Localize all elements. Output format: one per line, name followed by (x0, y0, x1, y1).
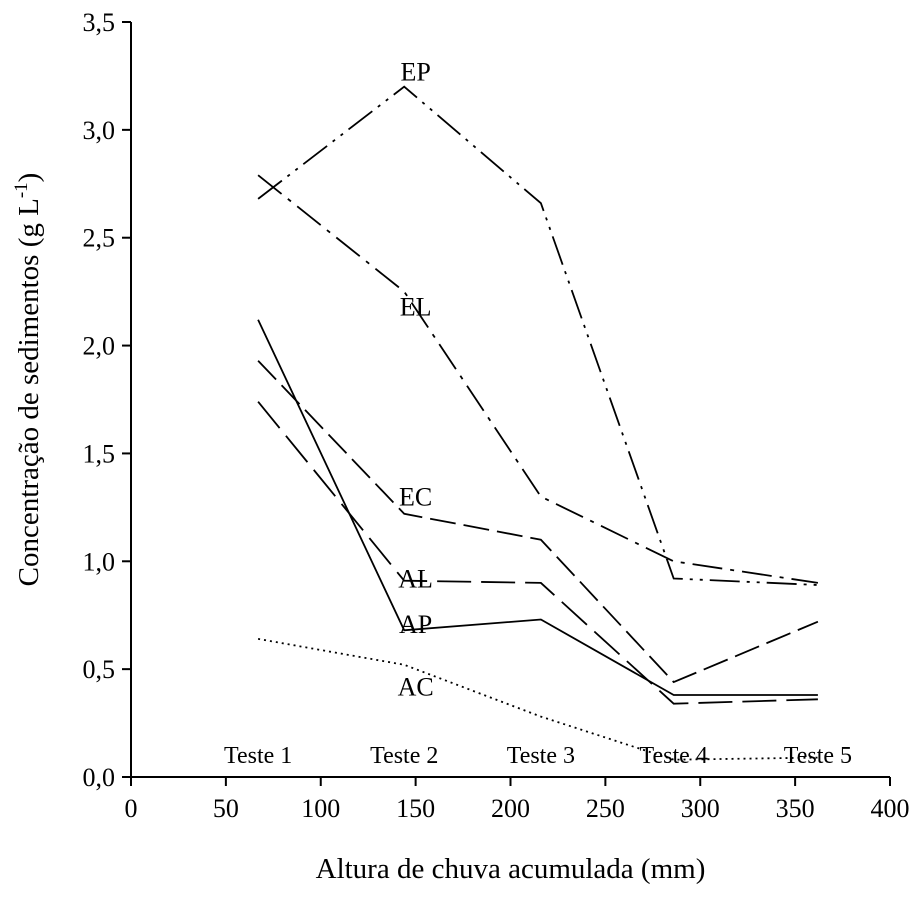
y-tick-label: 1,5 (83, 439, 116, 468)
test-labels: Teste 1 Teste 2 Teste 3 Teste 4 Teste 5 (224, 743, 852, 769)
y-tick-label: 1,0 (83, 547, 116, 576)
series-label-ac: AC (398, 672, 434, 701)
x-axis-title: Altura de chuva acumulada (mm) (316, 853, 706, 885)
test-label: Teste 1 (224, 743, 292, 769)
x-tick-label: 300 (681, 794, 720, 823)
x-tick-label: 150 (396, 794, 435, 823)
series-lines (257, 85, 819, 761)
series-label-el: EL (400, 293, 432, 322)
x-tick-label: 350 (776, 794, 815, 823)
y-axis-title-exponent: -1 (11, 182, 32, 198)
series-label-ap: AP (399, 610, 432, 639)
axes (130, 22, 890, 778)
series-labels: EP EL EC AL AP AC (398, 58, 434, 702)
x-tick-label: 0 (125, 794, 138, 823)
test-label: Teste 4 (640, 743, 708, 769)
x-tick-label: 250 (586, 794, 625, 823)
y-tick-label: 2,0 (83, 332, 116, 361)
x-tick-label: 400 (871, 794, 910, 823)
series-line-ac (257, 638, 818, 761)
test-label: Teste 3 (507, 743, 575, 769)
series-line-ap (257, 319, 818, 696)
test-label: Teste 2 (370, 743, 438, 769)
x-tick-label: 100 (301, 794, 340, 823)
y-axis-title: Concentração de sedimentos (g L-1) (11, 173, 45, 587)
x-tick-label: 50 (213, 794, 239, 823)
y-tick-label: 2,5 (83, 224, 116, 253)
series-label-ec: EC (399, 483, 432, 512)
series-label-ep: EP (400, 58, 430, 87)
x-tick-label: 200 (491, 794, 530, 823)
y-tick-label: 0,5 (83, 655, 116, 684)
series-line-ec (257, 360, 819, 684)
series-line-el (257, 174, 819, 584)
series-line-ep (257, 85, 818, 586)
y-axis-title-main: Concentração de sedimentos (g L (13, 198, 45, 586)
y-axis-title-close: ) (13, 173, 45, 183)
axis-ticks: 0,0 0,5 1,0 1,5 2,0 2,5 3,0 3,5 0 50 100 150 200 250 3… (83, 8, 910, 823)
test-label: Teste 5 (784, 743, 852, 769)
series-line-al (257, 401, 818, 705)
y-tick-label: 3,5 (83, 8, 116, 37)
y-tick-label: 0,0 (83, 763, 116, 792)
y-tick-label: 3,0 (83, 116, 116, 145)
series-label-al: AL (398, 565, 433, 594)
